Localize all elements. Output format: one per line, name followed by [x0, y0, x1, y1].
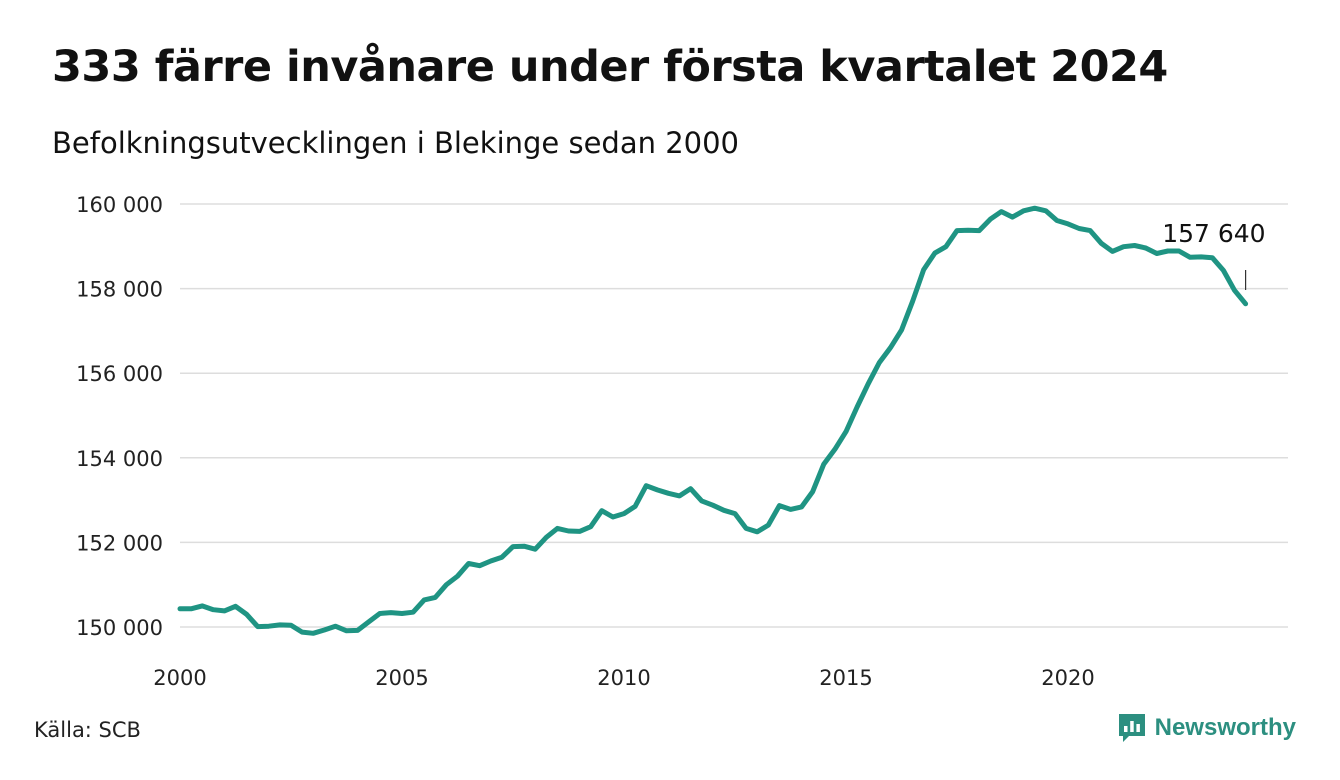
- source-note: Källa: SCB: [34, 718, 141, 742]
- x-tick-label-2000: 2000: [153, 666, 206, 690]
- annotation-label: 157 640: [1162, 219, 1265, 248]
- y-tick-label-158000: 158 000: [76, 278, 163, 302]
- y-axis-tick-labels: 150 000 152 000 154 000 156 000 158 000 160 0…: [76, 193, 163, 640]
- annotation-layer: 157 640: [1162, 219, 1266, 290]
- x-tick-label-2015: 2015: [819, 666, 872, 690]
- grid-lines: [180, 203, 1288, 628]
- line-chart: 150 000 152 000 154 000 156 000 158 000 160 0…: [76, 193, 1288, 690]
- y-tick-label-156000: 156 000: [76, 362, 163, 386]
- chart-subtitle: Befolkningsutvecklingen i Blekinge sedan…: [52, 126, 740, 160]
- y-tick-label-152000: 152 000: [76, 531, 163, 555]
- series-layer: [177, 205, 1249, 636]
- x-axis-tick-labels: 2000 2005 2010 2015 2020: [153, 666, 1094, 690]
- brand-logo: Newsworthy: [1117, 712, 1296, 744]
- y-tick-label-154000: 154 000: [76, 447, 163, 471]
- series-line: [177, 205, 1249, 636]
- x-tick-label-2020: 2020: [1041, 666, 1094, 690]
- x-tick-label-2005: 2005: [375, 666, 428, 690]
- chart-title: 333 färre invånare under första kvartale…: [52, 42, 1168, 92]
- brand-name: Newsworthy: [1154, 714, 1296, 741]
- chart-logo-icon: [1118, 714, 1145, 742]
- y-tick-label-150000: 150 000: [76, 616, 163, 640]
- x-tick-label-2010: 2010: [597, 666, 650, 690]
- y-tick-label-160000: 160 000: [76, 193, 163, 217]
